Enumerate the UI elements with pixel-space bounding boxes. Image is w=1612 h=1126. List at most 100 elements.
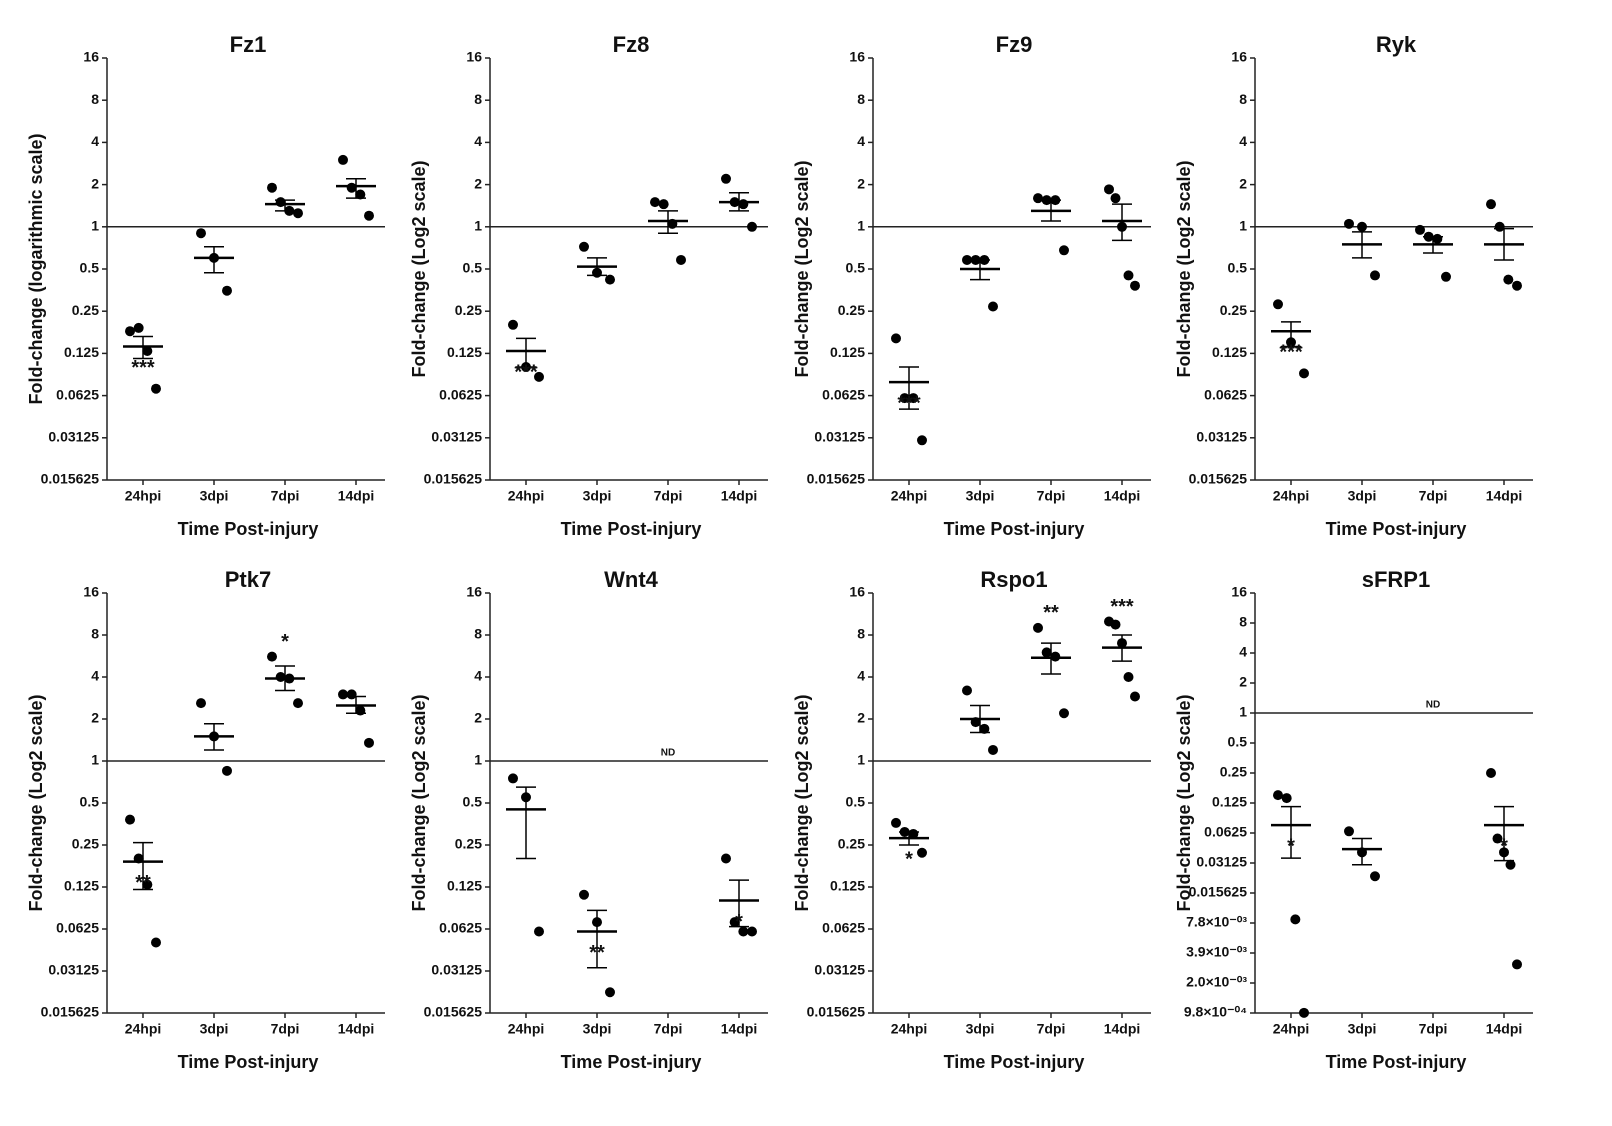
data-point: [1486, 199, 1496, 210]
data-point: [355, 705, 366, 716]
error-bar: [1352, 837, 1372, 866]
data-point: [1290, 914, 1301, 925]
error-bar: [970, 704, 990, 734]
data-point: [151, 937, 161, 948]
y-tick-label: 2: [474, 175, 482, 191]
data-point: [196, 698, 206, 709]
data-point: [125, 814, 135, 825]
error-bar: [658, 210, 678, 234]
y-tick-label: 2: [1239, 674, 1247, 690]
x-axis-label: Time Post-injury: [561, 1052, 702, 1072]
error-bar: [346, 178, 366, 199]
data-point: [293, 698, 303, 709]
data-point: [1494, 221, 1505, 232]
data-point: [738, 926, 749, 937]
data-point: [891, 817, 901, 828]
x-tick-label: 3dpi: [200, 488, 229, 504]
y-tick-label: 0.125: [64, 878, 99, 894]
error-bar: [1112, 203, 1132, 242]
data-point: [534, 926, 544, 937]
y-tick-label: 8: [91, 91, 99, 107]
data-point: [364, 210, 374, 221]
y-axis-label: Fold-change (Log2 scale): [792, 694, 812, 911]
data-point: [1486, 768, 1496, 778]
significance-label: **: [1043, 602, 1059, 624]
annotation: ND: [661, 748, 675, 759]
y-tick-label: 16: [83, 584, 99, 600]
error-bar: [587, 909, 607, 969]
data-point: [1299, 1007, 1309, 1018]
x-tick-label: 14dpi: [338, 1021, 375, 1037]
data-point: [1033, 193, 1043, 204]
y-tick-label: 16: [1231, 584, 1247, 600]
error-bar: [1494, 805, 1514, 862]
data-point: [1512, 280, 1522, 291]
error-bar: [1112, 634, 1132, 662]
data-point: [1357, 221, 1367, 232]
y-tick-label: 4: [857, 133, 865, 149]
y-axis-label: Fold-change (Log2 scale): [1174, 160, 1194, 377]
y-tick-label: 1: [1239, 218, 1247, 234]
y-tick-label: 0.5: [846, 794, 866, 810]
y-tick-label: 0.015625: [41, 1004, 100, 1020]
y-tick-label: 0.0625: [439, 386, 482, 402]
y-tick-label: 0.0625: [1204, 386, 1247, 402]
error-bar: [729, 879, 749, 928]
data-point: [1281, 793, 1292, 804]
data-point: [1492, 833, 1503, 844]
y-tick-label: 16: [849, 49, 865, 65]
error-bar: [970, 259, 990, 281]
y-tick-label: 4: [1239, 133, 1247, 149]
data-point: [721, 173, 731, 184]
y-tick-label: 0.125: [830, 344, 865, 360]
y-tick-label: 0.125: [830, 878, 865, 894]
data-point: [1130, 691, 1140, 702]
significance-label: ***: [1110, 596, 1134, 618]
data-point: [222, 285, 232, 296]
x-tick-label: 7dpi: [1419, 1021, 1448, 1037]
x-tick-label: 14dpi: [1104, 488, 1141, 504]
y-tick-label: 0.03125: [1196, 854, 1247, 870]
y-tick-label: 8: [1239, 91, 1247, 107]
y-tick-label: 1: [474, 218, 482, 234]
y-tick-label: 0.125: [1212, 344, 1247, 360]
data-point: [151, 383, 161, 394]
data-point: [364, 737, 374, 748]
y-tick-label: 0.0625: [56, 386, 99, 402]
error-bar: [133, 841, 153, 891]
y-tick-label: 1: [474, 752, 482, 768]
y-tick-label: 16: [849, 584, 865, 600]
x-tick-label: 24hpi: [891, 1021, 928, 1037]
y-tick-label: 2: [857, 710, 865, 726]
chart-title: Fz9: [996, 32, 1033, 57]
data-point: [1441, 271, 1451, 282]
data-point: [534, 371, 544, 382]
y-tick-label: 0.25: [72, 302, 99, 318]
data-point: [1273, 299, 1283, 310]
data-point: [293, 208, 303, 219]
y-tick-label: 0.015625: [424, 471, 483, 487]
x-tick-label: 14dpi: [721, 488, 758, 504]
x-tick-label: 7dpi: [1419, 488, 1448, 504]
data-point: [1110, 619, 1121, 630]
y-tick-label: 3.9×10⁻⁰³: [1186, 944, 1247, 960]
data-point: [355, 189, 366, 200]
y-tick-label: 4: [474, 133, 482, 149]
y-tick-label: 0.125: [447, 344, 482, 360]
x-axis-label: Time Post-injury: [178, 1052, 319, 1072]
y-tick-label: 0.03125: [48, 962, 99, 978]
y-axis-label: Fold-change (Log2 scale): [409, 694, 429, 911]
data-point: [508, 773, 518, 784]
error-bar: [1041, 642, 1061, 675]
data-point: [1033, 622, 1043, 633]
y-tick-label: 0.03125: [48, 429, 99, 445]
y-tick-label: 0.5: [463, 260, 483, 276]
x-tick-label: 7dpi: [271, 488, 300, 504]
significance-label: *: [735, 911, 743, 933]
y-tick-label: 1: [857, 218, 865, 234]
y-tick-label: 7.8×10⁻⁰³: [1186, 914, 1247, 930]
x-tick-label: 7dpi: [271, 1021, 300, 1037]
y-tick-label: 0.25: [838, 836, 865, 852]
significance-label: ***: [131, 357, 155, 379]
